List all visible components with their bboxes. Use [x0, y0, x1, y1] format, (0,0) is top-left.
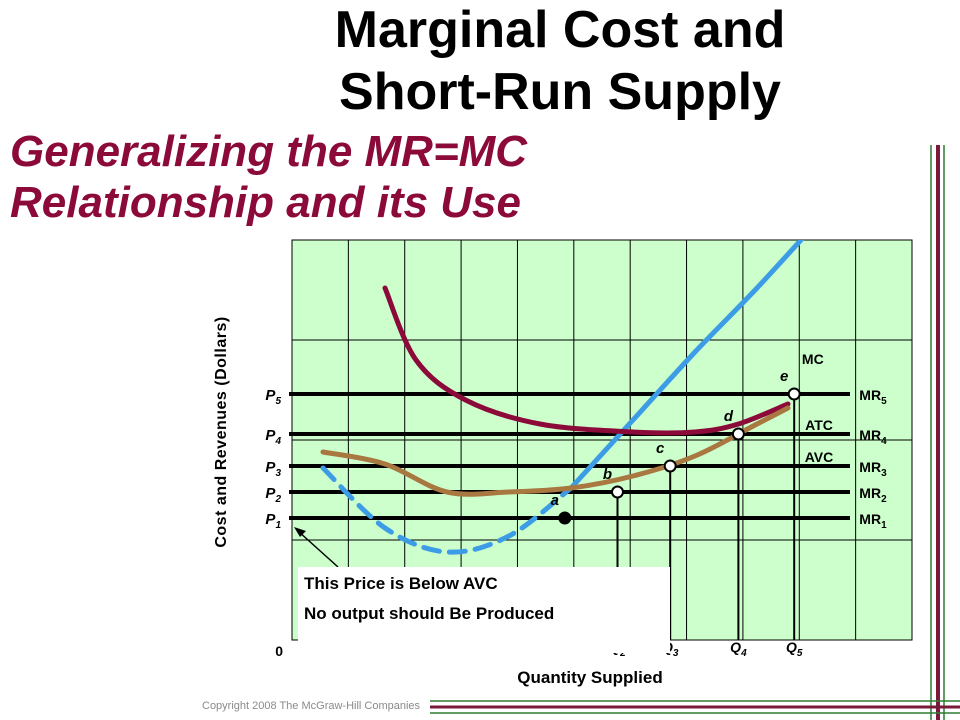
copyright-footer: Copyright 2008 The McGraw-Hill Companies	[202, 700, 421, 712]
quantity-label-4: Q4	[730, 639, 747, 659]
mc-curve	[568, 240, 805, 491]
price-label-1: P1	[265, 511, 281, 531]
point-label-e: e	[780, 368, 788, 385]
point-e	[787, 387, 801, 401]
price-label-5: P5	[265, 387, 281, 407]
point-a	[558, 511, 572, 525]
annotation-arrowhead	[294, 527, 306, 537]
annotation-line-1: This Price is Below AVC	[304, 574, 498, 593]
subtitle-line-1: Generalizing the MR=MC	[10, 127, 528, 176]
annotation-box	[298, 567, 670, 653]
mr-label-4: MR4	[859, 427, 887, 447]
annotation-line-2: No output should Be Produced	[304, 604, 554, 623]
quantity-label-5: Q5	[786, 639, 803, 659]
point-c	[663, 459, 677, 473]
price-label-2: P2	[265, 485, 281, 505]
point-b	[611, 485, 624, 499]
mc-curve-dashed	[320, 465, 574, 555]
title-line-1: Marginal Cost and	[334, 1, 786, 59]
origin-label: 0	[275, 643, 283, 659]
point-label-c: c	[656, 440, 665, 457]
mr-label-2: MR2	[859, 485, 887, 505]
y-axis-label: Cost and Revenues (Dollars)	[213, 316, 230, 547]
mr-label-3: MR3	[859, 459, 887, 479]
point-label-d: d	[724, 408, 734, 425]
equilibrium-points	[558, 387, 801, 525]
avc-label: AVC	[805, 449, 834, 465]
atc-label: ATC	[805, 417, 833, 433]
point-label-a: a	[551, 492, 559, 509]
point-d	[731, 427, 745, 441]
mc-label: MC	[802, 351, 824, 367]
subtitle-line-2: Relationship and its Use	[10, 178, 521, 227]
mr-label-5: MR5	[859, 387, 887, 407]
decorative-rules	[430, 145, 960, 720]
atc-curve	[382, 285, 791, 436]
mr-label-1: MR1	[859, 511, 887, 531]
title-line-2: Short-Run Supply	[339, 63, 781, 121]
point-label-b: b	[603, 466, 612, 483]
annotation-arrow	[297, 530, 339, 568]
price-label-3: P3	[265, 459, 281, 479]
price-label-4: P4	[265, 427, 281, 447]
x-axis-label: Quantity Supplied	[517, 668, 662, 687]
